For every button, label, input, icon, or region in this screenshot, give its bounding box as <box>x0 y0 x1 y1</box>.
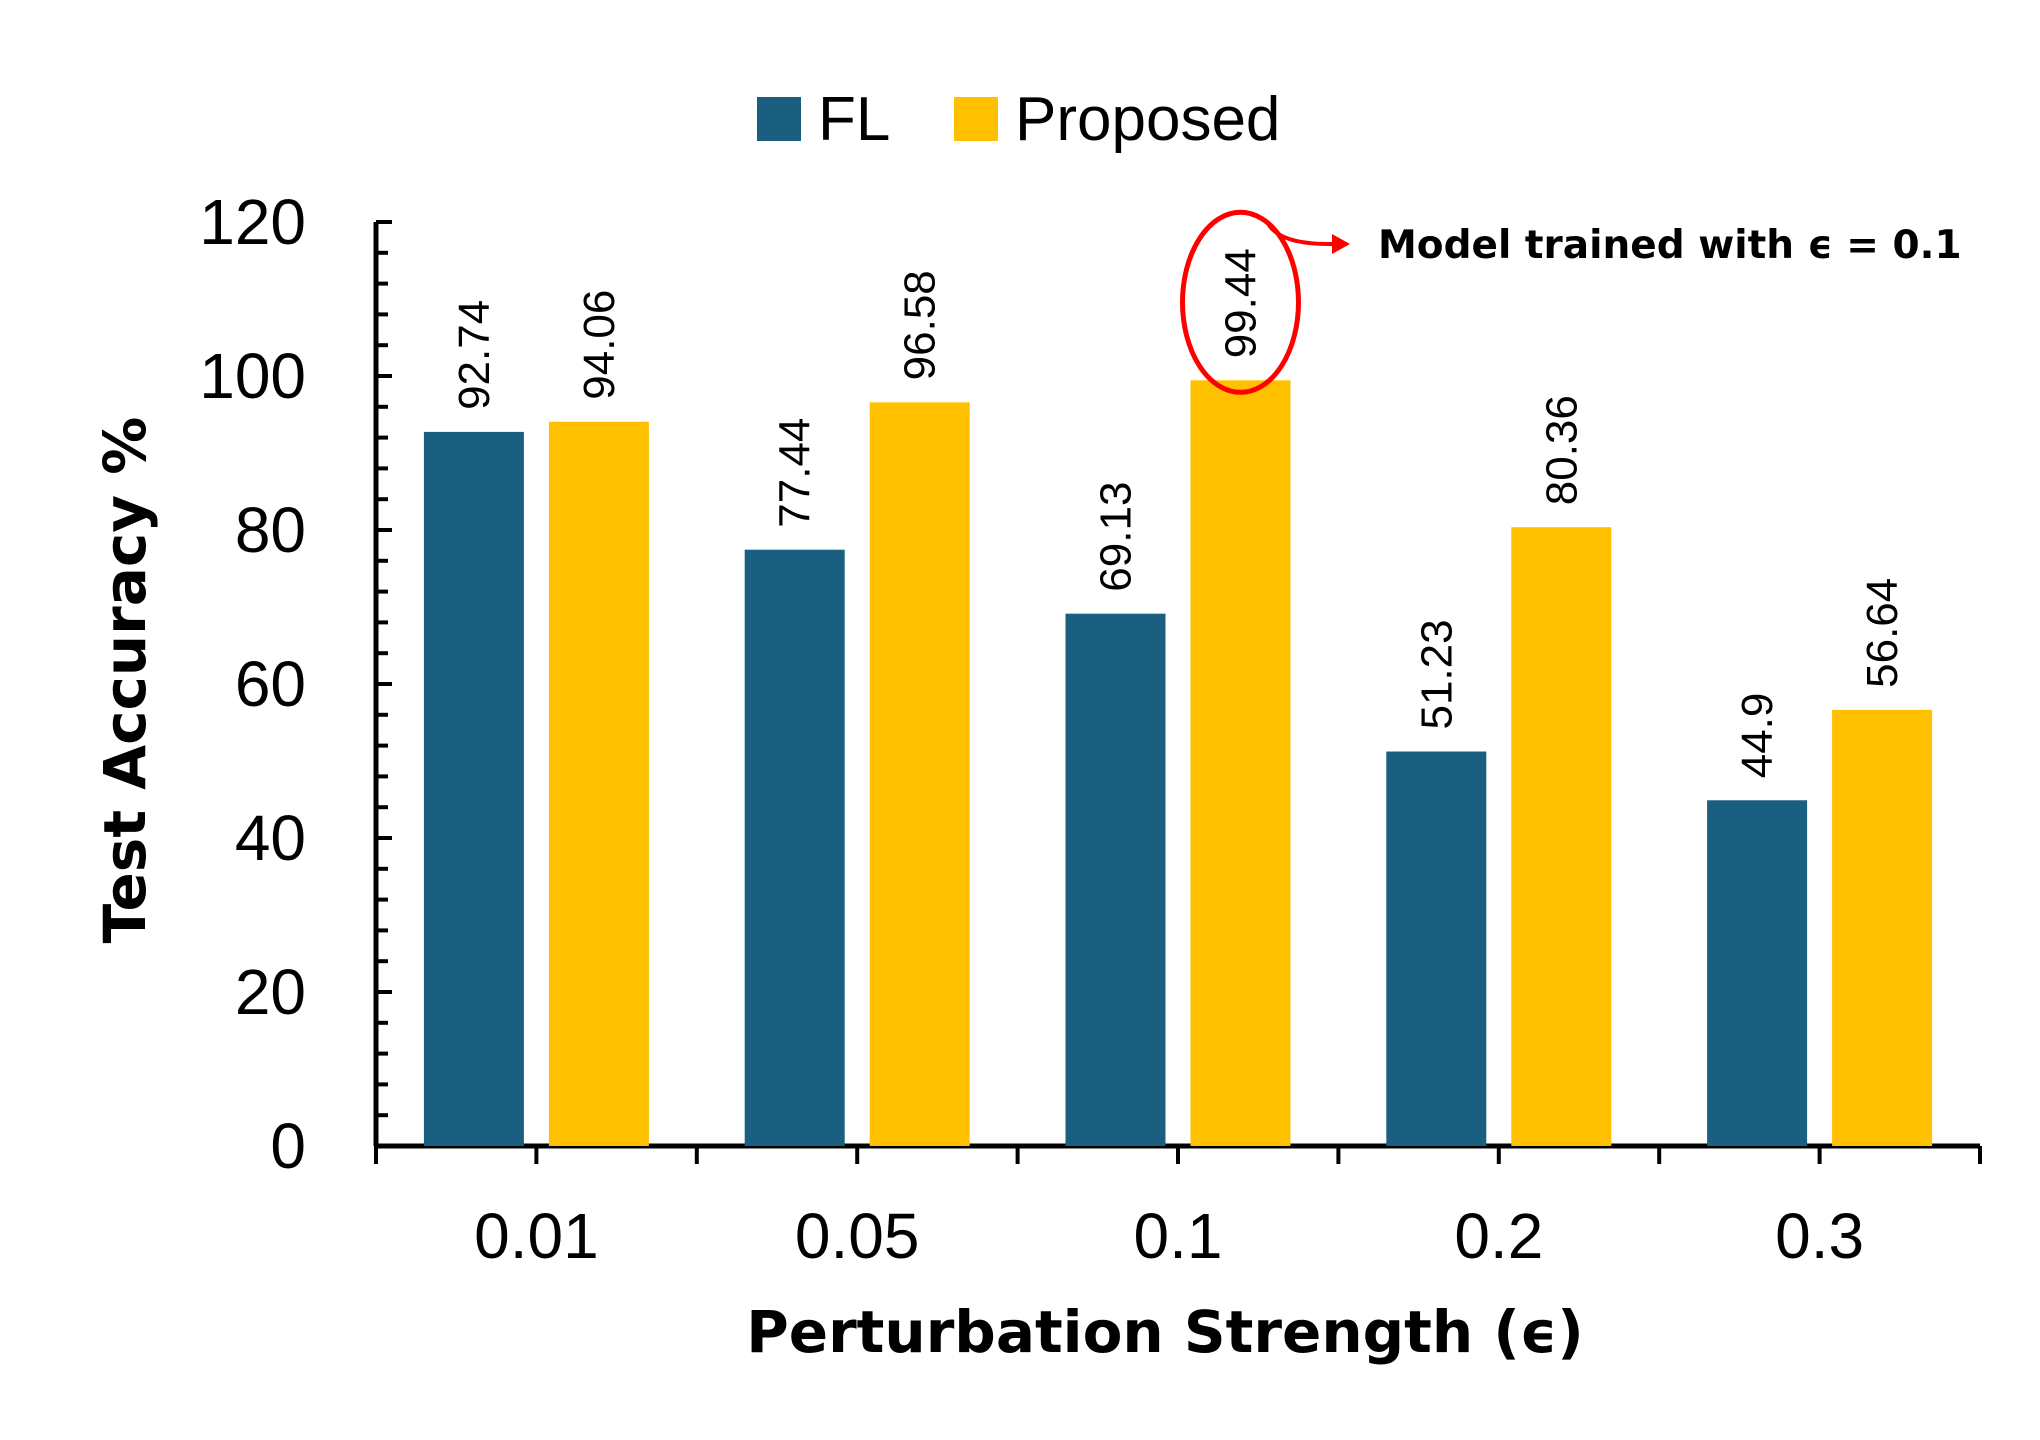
bars <box>423 380 1933 1147</box>
legend-swatch-proposed <box>954 97 998 141</box>
data-label: 96.58 <box>896 270 945 380</box>
x-tick-label: 0.2 <box>1454 1200 1543 1272</box>
annotation-arrow-head <box>1332 234 1350 254</box>
x-tick-label: 0.05 <box>795 1200 920 1272</box>
y-tick-label: 100 <box>199 340 306 412</box>
bar-proposed-0.05 <box>869 402 970 1147</box>
bar-proposed-0.01 <box>548 421 649 1146</box>
annotation: Model trained with ϵ = 0.1 <box>1180 209 1962 395</box>
legend-label-proposed: Proposed <box>1015 85 1280 154</box>
annotation-highlight-ellipse <box>1180 209 1301 395</box>
annotation-text: Model trained with ϵ = 0.1 <box>1378 223 1962 268</box>
data-label: 99.44 <box>1217 248 1266 358</box>
bar-fl-0.2 <box>1386 751 1487 1146</box>
data-label: 69.13 <box>1092 482 1141 592</box>
legend: FL Proposed <box>757 85 1280 154</box>
y-tick-label: 20 <box>235 956 306 1028</box>
y-ticks: 0 20 40 60 80 100 120 <box>199 186 392 1182</box>
legend-swatch-fl <box>757 97 801 141</box>
y-tick-label: 0 <box>270 1110 306 1182</box>
data-label: 77.44 <box>771 418 820 528</box>
y-tick-label: 40 <box>235 802 306 874</box>
legend-label-fl: FL <box>818 85 890 154</box>
data-label: 44.9 <box>1733 693 1782 779</box>
bar-proposed-0.2 <box>1511 527 1612 1146</box>
x-tick-label: 0.01 <box>474 1200 599 1272</box>
y-tick-label: 80 <box>235 494 306 566</box>
bar-fl-0.05 <box>744 549 845 1146</box>
bar-fl-0.3 <box>1707 800 1808 1146</box>
x-tick-label: 0.3 <box>1775 1200 1864 1272</box>
data-label: 56.64 <box>1858 578 1907 688</box>
data-label: 51.23 <box>1412 619 1461 729</box>
annotation-arrow-line <box>1266 223 1334 246</box>
bar-fl-0.1 <box>1065 613 1166 1146</box>
data-labels: 92.74 94.06 77.44 96.58 69.13 99.44 51.23 80.36… <box>450 248 1907 778</box>
x-tick-label: 0.1 <box>1134 1200 1223 1272</box>
data-label: 80.36 <box>1537 395 1586 505</box>
x-axis-title: Perturbation Strength (ϵ) <box>746 1298 1584 1366</box>
y-tick-label: 120 <box>199 186 306 258</box>
y-axis-title: Test Accuracy % <box>91 417 159 944</box>
y-tick-label: 60 <box>235 648 306 720</box>
data-label: 92.74 <box>450 300 499 410</box>
bar-proposed-0.1 <box>1190 380 1291 1146</box>
x-ticks: 0.01 0.05 0.1 0.2 0.3 <box>374 1146 1982 1272</box>
data-label: 94.06 <box>575 290 624 400</box>
bar-proposed-0.3 <box>1832 709 1933 1146</box>
bar-fl-0.01 <box>423 431 524 1147</box>
